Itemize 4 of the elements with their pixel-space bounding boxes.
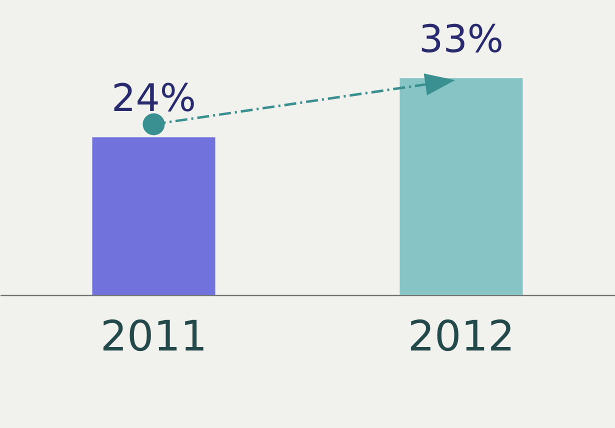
data-label: 33% [419, 17, 504, 62]
data-label: 24% [112, 76, 196, 120]
x-tick-label: 2012 [408, 312, 515, 360]
x-tick-label: 2011 [100, 312, 208, 360]
